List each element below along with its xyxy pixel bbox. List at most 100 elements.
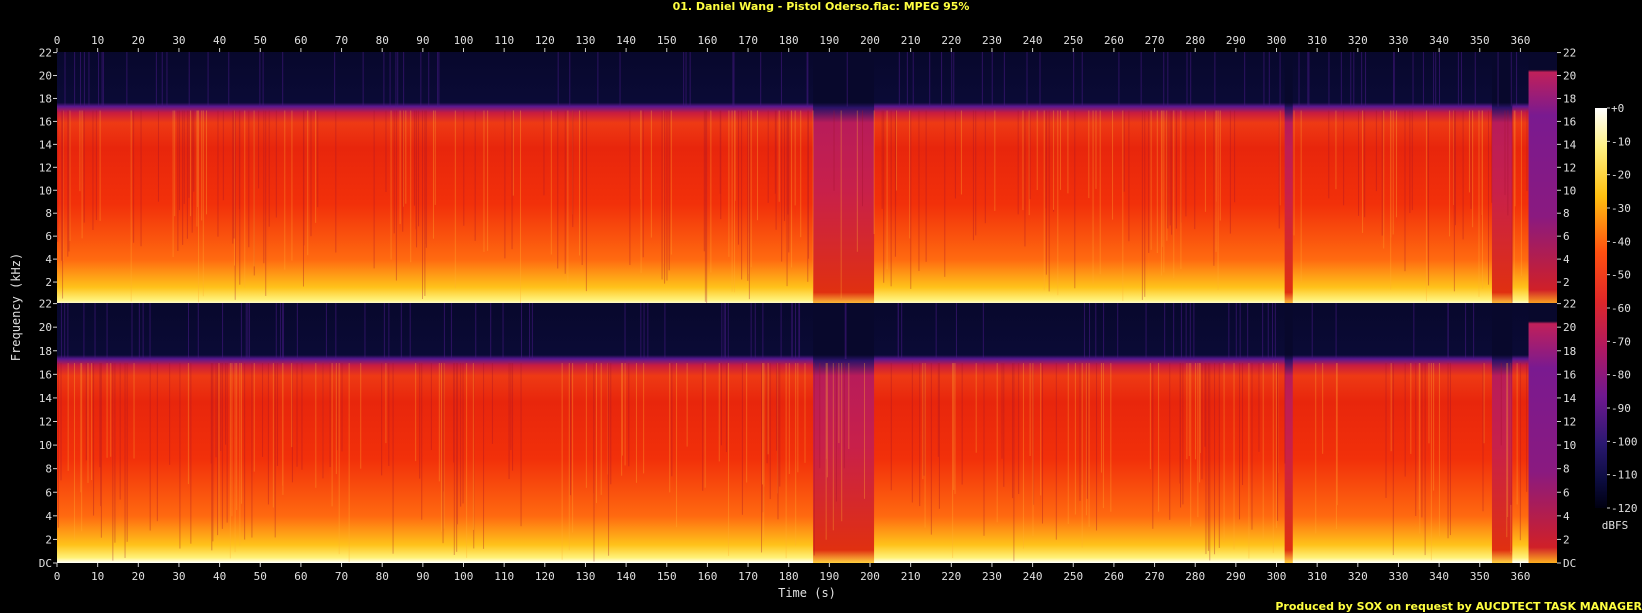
- spectrogram-texture: [57, 110, 1528, 304]
- y-tick-label-right: 22: [1563, 298, 1576, 311]
- colorbar-tick-label: +0: [1611, 102, 1624, 115]
- y-tick-label-left: 6: [45, 230, 52, 243]
- x-tick-label-bottom: 190: [819, 570, 839, 583]
- y-tick-label-left: 16: [39, 368, 52, 381]
- y-tick-label-right: 18: [1563, 345, 1576, 358]
- y-tick-label-right: 2: [1563, 533, 1570, 546]
- x-tick-label-bottom: 230: [982, 570, 1002, 583]
- x-tick-label-bottom: 80: [376, 570, 389, 583]
- x-tick-label-bottom: 200: [860, 570, 880, 583]
- x-tick-label-bottom: 300: [1267, 570, 1287, 583]
- colorbar-label: dBFS: [1602, 519, 1629, 532]
- y-tick-label-left: 16: [39, 115, 52, 128]
- y-tick-label-right: 14: [1563, 392, 1577, 405]
- x-tick-label-bottom: 20: [132, 570, 145, 583]
- x-tick-label-bottom: 130: [576, 570, 596, 583]
- x-tick-label-top: 300: [1267, 34, 1287, 47]
- x-tick-label-top: 110: [494, 34, 514, 47]
- x-tick-label-top: 130: [576, 34, 596, 47]
- y-tick-label-right: 8: [1563, 463, 1570, 476]
- y-tick-label-right: 8: [1563, 207, 1570, 220]
- x-tick-label-top: 360: [1510, 34, 1530, 47]
- y-tick-label-right: 14: [1563, 138, 1577, 151]
- y-tick-label-left: 2: [45, 533, 52, 546]
- x-tick-label-bottom: 50: [254, 570, 267, 583]
- credit-text: Produced by SOX on request by AUCDTECT T…: [1275, 600, 1642, 613]
- x-tick-label-top: 310: [1307, 34, 1327, 47]
- y-tick-label-right: 6: [1563, 230, 1570, 243]
- x-tick-label-bottom: 290: [1226, 570, 1246, 583]
- x-tick-label-top: 180: [779, 34, 799, 47]
- y-tick-label-left: 2: [45, 276, 52, 289]
- x-tick-label-bottom: 340: [1429, 570, 1449, 583]
- colorbar-tick-label: -70: [1611, 335, 1631, 348]
- y-tick-label-right: 20: [1563, 70, 1576, 83]
- colorbar-tick-label: -100: [1611, 435, 1638, 448]
- x-tick-label-top: 40: [213, 34, 226, 47]
- y-tick-label-left: 10: [39, 439, 52, 452]
- x-tick-label-bottom: 100: [454, 570, 474, 583]
- spectrogram-texture: [57, 363, 1528, 562]
- y-tick-label-right: 22: [1563, 47, 1576, 60]
- x-tick-label-bottom: 170: [738, 570, 758, 583]
- end-section-region: [1528, 303, 1557, 563]
- y-tick-label-right: 6: [1563, 486, 1570, 499]
- y-tick-label-left: 12: [39, 416, 52, 429]
- x-tick-label-top: 190: [819, 34, 839, 47]
- x-tick-label-top: 330: [1389, 34, 1409, 47]
- x-tick-label-bottom: 140: [616, 570, 636, 583]
- colorbar-tick-label: -50: [1611, 269, 1631, 282]
- x-tick-label-bottom: 10: [91, 570, 104, 583]
- x-tick-label-top: 160: [697, 34, 717, 47]
- x-tick-label-bottom: 360: [1510, 570, 1530, 583]
- spectrogram-spikes: [64, 52, 1518, 107]
- x-tick-label-bottom: 310: [1307, 570, 1327, 583]
- x-tick-label-top: 30: [172, 34, 185, 47]
- x-tick-label-bottom: 110: [494, 570, 514, 583]
- dropout-region: [1491, 52, 1513, 305]
- colorbar-tick-label: -60: [1611, 302, 1631, 315]
- dropout-region: [1284, 303, 1293, 563]
- x-tick-label-top: 10: [91, 34, 104, 47]
- dropout-region: [813, 52, 875, 305]
- y-tick-label-right: 4: [1563, 253, 1570, 266]
- y-tick-label-left: 8: [45, 463, 52, 476]
- y-tick-label-left: 4: [45, 253, 52, 266]
- y-tick-label-left: 18: [39, 345, 52, 358]
- x-tick-label-bottom: 180: [779, 570, 799, 583]
- x-tick-label-top: 220: [941, 34, 961, 47]
- x-tick-label-top: 210: [901, 34, 921, 47]
- x-tick-label-top: 250: [1063, 34, 1083, 47]
- y-tick-label-right: 10: [1563, 184, 1576, 197]
- x-tick-label-bottom: 70: [335, 570, 348, 583]
- y-tick-label-left: 20: [39, 70, 52, 83]
- colorbar-tick-label: -40: [1611, 235, 1631, 248]
- y-tick-label-left: 12: [39, 161, 52, 174]
- x-tick-label-bottom: 270: [1145, 570, 1165, 583]
- x-tick-label-top: 120: [535, 34, 555, 47]
- x-tick-label-top: 170: [738, 34, 758, 47]
- y-tick-label-left: 8: [45, 207, 52, 220]
- x-tick-label-bottom: 30: [172, 570, 185, 583]
- x-tick-label-top: 70: [335, 34, 348, 47]
- x-tick-label-top: 240: [1023, 34, 1043, 47]
- x-tick-label-top: 0: [54, 34, 61, 47]
- x-tick-label-top: 280: [1185, 34, 1205, 47]
- x-tick-label-bottom: 120: [535, 570, 555, 583]
- x-tick-label-top: 290: [1226, 34, 1246, 47]
- x-tick-label-top: 80: [376, 34, 389, 47]
- x-tick-label-bottom: 260: [1104, 570, 1124, 583]
- dropout-region: [1284, 52, 1293, 305]
- x-tick-label-bottom: 250: [1063, 570, 1083, 583]
- x-tick-label-bottom: 280: [1185, 570, 1205, 583]
- colorbar-tick-label: -30: [1611, 202, 1631, 215]
- x-tick-label-top: 20: [132, 34, 145, 47]
- x-tick-label-top: 270: [1145, 34, 1165, 47]
- x-tick-label-bottom: 90: [416, 570, 429, 583]
- x-tick-label-top: 200: [860, 34, 880, 47]
- y-tick-label-right: 2: [1563, 276, 1570, 289]
- x-tick-label-bottom: 60: [294, 570, 307, 583]
- dropout-region: [813, 303, 875, 563]
- y-tick-label-right: 20: [1563, 321, 1576, 334]
- y-tick-label-left: 4: [45, 510, 52, 523]
